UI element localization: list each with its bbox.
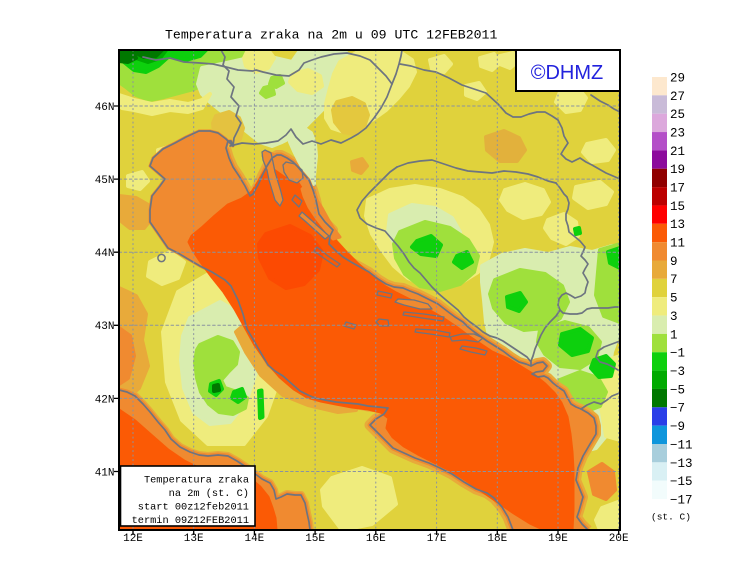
svg-text:16E: 16E	[366, 533, 386, 545]
svg-text:45N: 45N	[95, 175, 115, 187]
svg-text:20E: 20E	[609, 533, 629, 545]
svg-text:7: 7	[670, 273, 678, 287]
svg-text:9: 9	[670, 255, 678, 269]
svg-text:43N: 43N	[95, 321, 115, 333]
svg-text:13: 13	[670, 218, 685, 232]
svg-text:5: 5	[670, 292, 678, 306]
svg-text:−7: −7	[670, 402, 685, 416]
svg-text:15: 15	[670, 200, 685, 214]
svg-text:19: 19	[670, 163, 685, 177]
svg-text:18E: 18E	[487, 533, 507, 545]
svg-text:27: 27	[670, 90, 685, 104]
svg-text:14E: 14E	[244, 533, 264, 545]
svg-text:−17: −17	[670, 493, 693, 507]
svg-text:23: 23	[670, 127, 685, 141]
svg-text:−5: −5	[670, 383, 685, 397]
svg-text:17E: 17E	[427, 533, 447, 545]
svg-text:−3: −3	[670, 365, 685, 379]
svg-text:termin 09Z12FEB2011: termin 09Z12FEB2011	[132, 515, 249, 527]
svg-text:−15: −15	[670, 475, 693, 489]
svg-text:©DHMZ: ©DHMZ	[531, 62, 604, 84]
svg-text:−1: −1	[670, 347, 685, 361]
svg-text:44N: 44N	[95, 248, 115, 260]
svg-text:11: 11	[670, 237, 685, 251]
svg-text:29: 29	[670, 71, 685, 85]
svg-text:(st. C): (st. C)	[651, 512, 691, 523]
svg-text:na 2m (st. C): na 2m (st. C)	[169, 488, 249, 500]
svg-text:46N: 46N	[95, 102, 115, 114]
svg-text:−13: −13	[670, 457, 693, 471]
svg-text:1: 1	[670, 328, 678, 342]
svg-text:41N: 41N	[95, 467, 115, 479]
svg-text:15E: 15E	[305, 533, 325, 545]
svg-text:Temperatura zraka na 2m u 09 U: Temperatura zraka na 2m u 09 UTC 12FEB20…	[165, 28, 497, 43]
svg-text:3: 3	[670, 310, 678, 324]
svg-text:21: 21	[670, 145, 685, 159]
svg-text:−9: −9	[670, 420, 685, 434]
svg-text:42N: 42N	[95, 394, 115, 406]
svg-text:19E: 19E	[548, 533, 568, 545]
svg-text:Temperatura zraka: Temperatura zraka	[144, 475, 249, 487]
svg-text:−11: −11	[670, 438, 693, 452]
svg-text:12E: 12E	[123, 533, 143, 545]
svg-text:17: 17	[670, 182, 685, 196]
svg-text:13E: 13E	[184, 533, 204, 545]
svg-text:start 00z12feb2011: start 00z12feb2011	[138, 502, 249, 514]
svg-text:25: 25	[670, 108, 685, 122]
